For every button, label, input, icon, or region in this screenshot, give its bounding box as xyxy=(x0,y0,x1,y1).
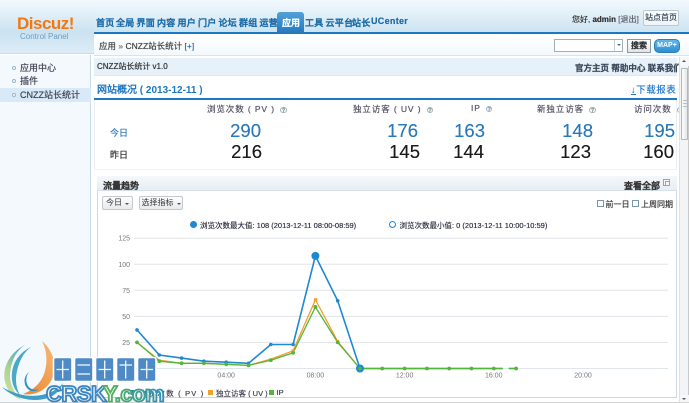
svg-text:125: 125 xyxy=(118,236,130,243)
svg-text:50: 50 xyxy=(122,314,130,321)
svg-text:Y.com: Y.com xyxy=(103,382,164,403)
svg-text:100: 100 xyxy=(118,262,130,269)
svg-text:75: 75 xyxy=(122,288,130,295)
svg-text:25: 25 xyxy=(122,340,130,347)
svg-text:08:00: 08:00 xyxy=(307,373,325,380)
svg-text:04:00: 04:00 xyxy=(217,373,235,380)
svg-text:12:00: 12:00 xyxy=(396,373,414,380)
svg-text:16:00: 16:00 xyxy=(485,373,503,380)
svg-text:20:00: 20:00 xyxy=(574,373,592,380)
svg-text:CRSK: CRSK xyxy=(46,382,107,403)
